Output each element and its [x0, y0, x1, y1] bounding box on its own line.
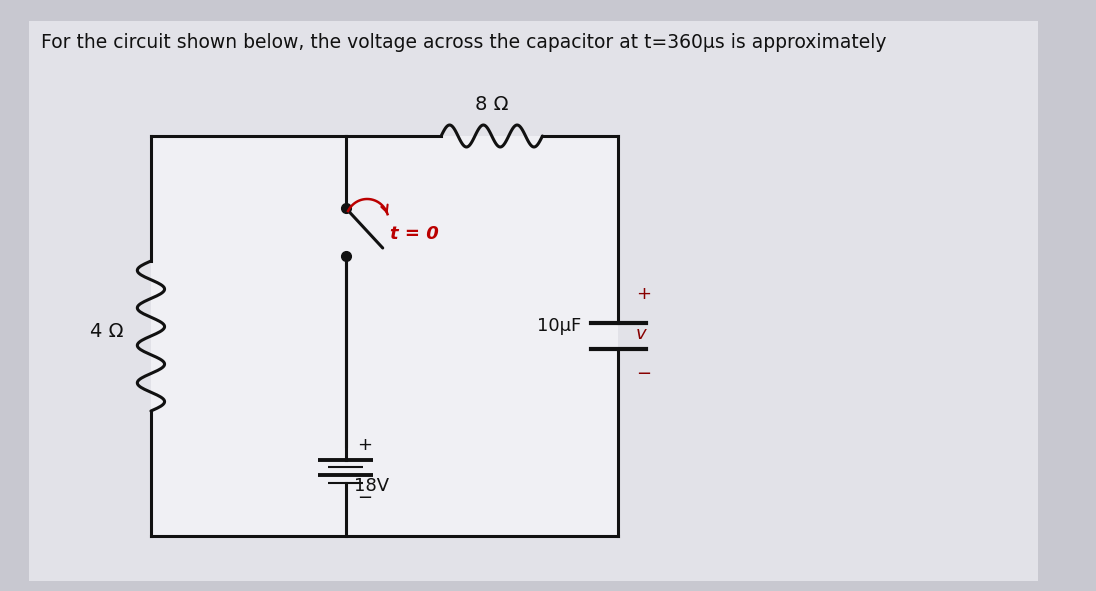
- Text: 8 Ω: 8 Ω: [475, 95, 509, 114]
- Text: −: −: [357, 489, 373, 507]
- Text: 4 Ω: 4 Ω: [90, 322, 124, 340]
- Text: 10μF: 10μF: [537, 317, 581, 335]
- Text: For the circuit shown below, the voltage across the capacitor at t=360μs is appr: For the circuit shown below, the voltage…: [41, 33, 887, 52]
- Text: 18V: 18V: [354, 477, 389, 495]
- Bar: [151, 136, 618, 536]
- Text: +: +: [636, 285, 651, 303]
- Text: t = 0: t = 0: [389, 225, 438, 243]
- Text: −: −: [636, 365, 651, 383]
- Text: v: v: [636, 325, 647, 343]
- Text: +: +: [357, 436, 373, 454]
